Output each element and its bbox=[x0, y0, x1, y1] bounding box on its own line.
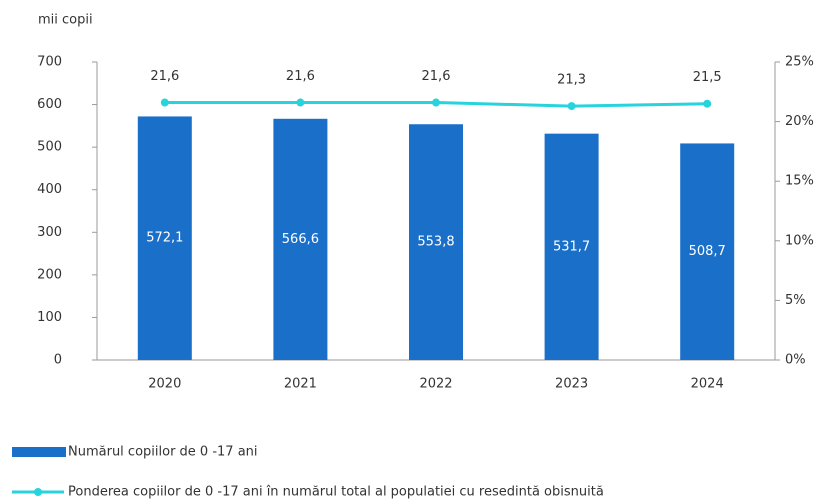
y2-tick-label: 0% bbox=[785, 353, 806, 368]
bar-value-label: 508,7 bbox=[689, 244, 726, 259]
bar-value-label: 566,6 bbox=[282, 232, 319, 247]
legend-swatch-point bbox=[34, 488, 42, 496]
line-point bbox=[567, 102, 576, 111]
x-tick-label: 2020 bbox=[148, 377, 181, 392]
bar bbox=[409, 124, 463, 360]
line-value-label: 21,5 bbox=[693, 70, 722, 85]
y-tick-label: 0 bbox=[54, 353, 62, 368]
bar bbox=[544, 133, 599, 360]
x-tick-label: 2024 bbox=[691, 377, 724, 392]
x-tick-label: 2021 bbox=[284, 377, 317, 392]
legend-swatch bbox=[12, 447, 66, 457]
y-tick-label: 500 bbox=[37, 140, 62, 155]
y-tick-label: 700 bbox=[37, 55, 62, 70]
legend-label: Numărul copiilor de 0 -17 ani bbox=[68, 445, 258, 460]
line-point bbox=[160, 98, 169, 107]
bar bbox=[273, 118, 328, 360]
legend-label: Ponderea copiilor de 0 -17 ani în număru… bbox=[68, 485, 604, 500]
line-point bbox=[296, 98, 305, 107]
y2-tick-label: 15% bbox=[785, 174, 814, 189]
y-tick-label: 100 bbox=[37, 310, 62, 325]
line-point bbox=[703, 99, 712, 108]
line-value-label: 21,6 bbox=[150, 69, 179, 84]
bar bbox=[137, 116, 192, 361]
line-value-label: 21,6 bbox=[286, 69, 315, 84]
y2-tick-label: 5% bbox=[785, 293, 806, 308]
line-value-label: 21,6 bbox=[422, 69, 451, 84]
y-tick-label: 400 bbox=[37, 182, 62, 197]
x-tick-label: 2022 bbox=[419, 377, 452, 392]
y-tick-label: 200 bbox=[37, 267, 62, 282]
y-tick-label: 300 bbox=[37, 225, 62, 240]
line-point bbox=[432, 98, 440, 107]
bar-value-label: 531,7 bbox=[553, 239, 590, 254]
line-value-label: 21,3 bbox=[557, 73, 586, 88]
x-tick-label: 2023 bbox=[555, 377, 588, 392]
y-axis-label: mii copii bbox=[38, 13, 93, 28]
y-tick-label: 600 bbox=[37, 97, 62, 112]
y2-tick-label: 25% bbox=[785, 55, 814, 70]
y2-tick-label: 20% bbox=[785, 114, 814, 129]
bar-value-label: 553,8 bbox=[417, 235, 454, 250]
y2-tick-label: 10% bbox=[785, 233, 814, 248]
bar-value-label: 572,1 bbox=[146, 231, 183, 246]
bar bbox=[680, 143, 735, 360]
